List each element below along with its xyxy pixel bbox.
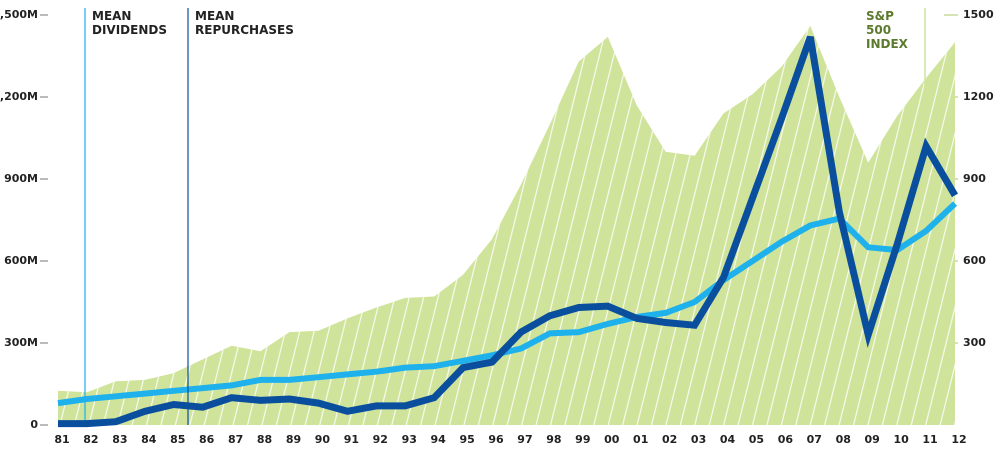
y2-tick-label: 600	[963, 254, 986, 267]
x-tick-label: 06	[778, 433, 794, 446]
x-tick-label: 92	[373, 433, 388, 446]
x-tick-label: 10	[893, 433, 909, 446]
x-tick-label: 12	[951, 433, 966, 446]
x-tick-label: 85	[170, 433, 185, 446]
x-tick-label: 86	[199, 433, 215, 446]
x-tick-label: 99	[575, 433, 590, 446]
x-tick-label: 84	[141, 433, 157, 446]
x-tick-label: 87	[228, 433, 243, 446]
y2-tick-label: 900	[963, 172, 986, 185]
x-tick-label: 00	[604, 433, 620, 446]
x-tick-label: 05	[749, 433, 764, 446]
legend-label: MEAN DIVIDENDS	[92, 9, 167, 37]
x-tick-label: 82	[83, 433, 98, 446]
y-tick-label: 1,200M	[0, 90, 38, 103]
x-tick-label: 11	[922, 433, 937, 446]
x-tick-label: 94	[431, 433, 447, 446]
x-tick-label: 90	[315, 433, 331, 446]
x-tick-label: 98	[546, 433, 561, 446]
x-tick-label: 89	[286, 433, 301, 446]
legend-label: MEAN REPURCHASES	[195, 9, 294, 37]
x-tick-label: 09	[865, 433, 880, 446]
x-tick-label: 91	[344, 433, 359, 446]
x-tick-label: 04	[720, 433, 736, 446]
x-tick-label: 88	[257, 433, 272, 446]
y-tick-label: 0	[30, 418, 38, 431]
x-tick-label: 96	[488, 433, 504, 446]
y-tick-label: $1,500M	[0, 8, 38, 21]
y2-tick-label: 1200	[963, 90, 994, 103]
line	[58, 35, 959, 428]
y-tick-label: 900M	[4, 172, 38, 185]
x-tick-label: 93	[402, 433, 417, 446]
y2-tick-label: 1500	[963, 8, 994, 21]
x-tick-label: 02	[662, 433, 677, 446]
x-tick-label: 81	[54, 433, 69, 446]
x-tick-label: 03	[691, 433, 706, 446]
y-tick-label: 300M	[4, 336, 38, 349]
legend-label: S&P 500 INDEX	[866, 9, 908, 51]
x-tick-label: 97	[517, 433, 532, 446]
y2-tick-label: 300	[963, 336, 986, 349]
x-tick-label: 01	[633, 433, 648, 446]
x-tick-label: 08	[836, 433, 851, 446]
area-hatch	[58, 25, 955, 426]
x-tick-label: 95	[459, 433, 474, 446]
x-tick-label: 83	[112, 433, 127, 446]
x-tick-label: 07	[807, 433, 822, 446]
y-tick-label: 600M	[4, 254, 38, 267]
